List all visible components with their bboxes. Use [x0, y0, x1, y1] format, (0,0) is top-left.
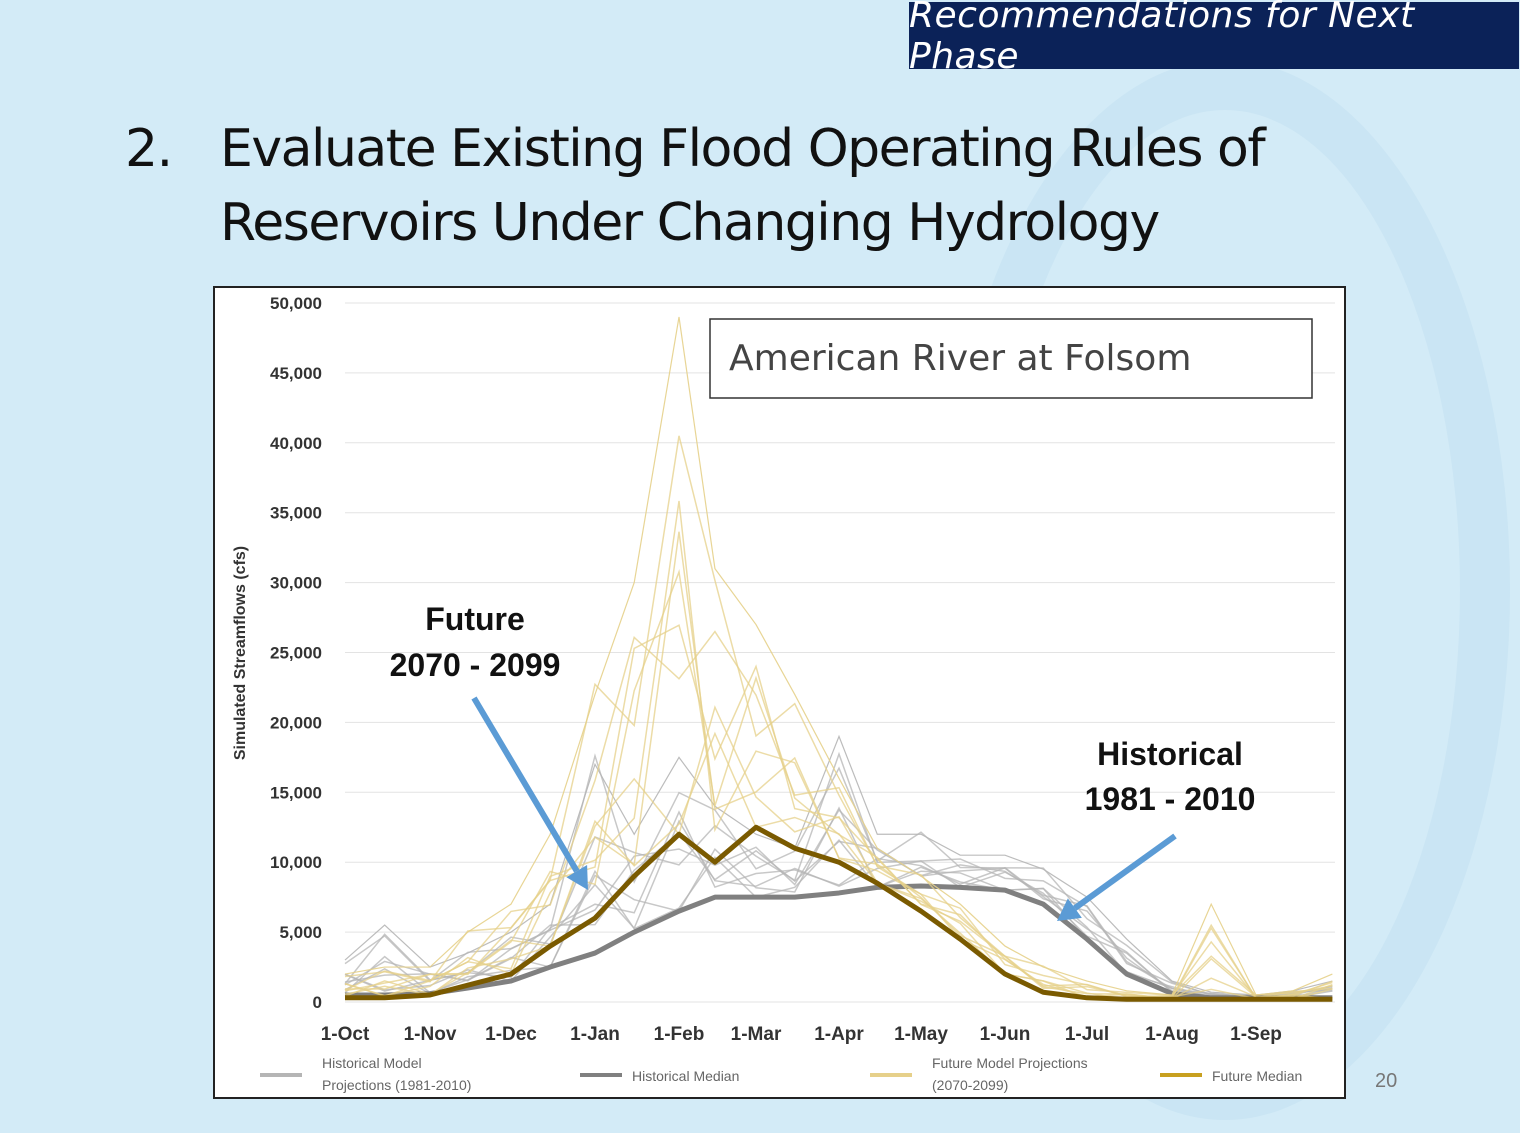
- x-tick-label: 1-Aug: [1145, 1024, 1199, 1045]
- y-tick-label: 30,000: [270, 574, 322, 593]
- x-tick-label: 1-Sep: [1230, 1024, 1282, 1045]
- y-tick-label: 10,000: [270, 853, 322, 872]
- y-tick-label: 0: [313, 993, 322, 1012]
- annotation-text: 1981 - 2010: [1085, 781, 1256, 817]
- legend-label-line2: Projections (1981-2010): [322, 1077, 471, 1093]
- chart-container: 0 5,000 10,000 15,000 20,000 25,000 30,000 35,0…: [213, 286, 1346, 1099]
- y-axis-label: Simulated Streamflows (cfs): [232, 546, 249, 760]
- x-tick-label: 1-Feb: [654, 1024, 705, 1045]
- annotation-arrow: [1073, 833, 1177, 911]
- annotation-text: Future: [425, 601, 525, 637]
- slide-title: 2. Evaluate Existing Flood Operating Rul…: [125, 112, 1370, 260]
- ensemble-line: [344, 731, 1333, 1000]
- streamflow-chart: 0 5,000 10,000 15,000 20,000 25,000 30,000 35,0…: [232, 294, 1335, 1093]
- y-tick-label: 15,000: [270, 783, 322, 802]
- ensemble-max-line: [344, 734, 1333, 996]
- chart-title-box: [709, 318, 1313, 399]
- annotation-text: 2070 - 2099: [390, 647, 561, 683]
- y-tick-label: 40,000: [270, 434, 322, 453]
- legend-label-line2: (2070-2099): [932, 1077, 1008, 1093]
- legend-label-line1: Future Model Projections: [932, 1055, 1088, 1071]
- x-tick-label: 1-Nov: [404, 1024, 457, 1045]
- y-tick-label: 25,000: [270, 644, 322, 663]
- x-tick-label: 1-Mar: [731, 1024, 782, 1045]
- arrow-head-icon: [566, 864, 588, 890]
- x-tick-label: 1-Jul: [1065, 1024, 1109, 1045]
- annotation-text: Historical: [1097, 736, 1243, 772]
- ensemble-line: [344, 435, 1333, 997]
- arrow-head-icon: [1057, 898, 1082, 921]
- title-number: 2.: [125, 119, 173, 179]
- section-banner: Recommendations for Next Phase: [909, 0, 1519, 77]
- legend-label-line1: Historical Model: [322, 1055, 422, 1071]
- y-tick-label: 45,000: [270, 364, 322, 383]
- annotation-arrow: [471, 696, 580, 873]
- y-tick-label: 35,000: [270, 504, 322, 523]
- ensemble-line: [344, 806, 1333, 999]
- ensemble-line: [344, 819, 1333, 999]
- page-number: 20: [1375, 1070, 1398, 1092]
- y-tick-label: 5,000: [279, 923, 322, 942]
- chart-title: American River at Folsom: [729, 338, 1191, 379]
- ensemble-line: [344, 751, 1333, 998]
- x-tick-label: 1-Dec: [485, 1024, 537, 1045]
- x-tick-label: 1-May: [894, 1024, 948, 1045]
- ensemble-line: [344, 808, 1333, 998]
- x-tick-label: 1-Apr: [814, 1024, 864, 1045]
- legend-label: Future Median: [1212, 1068, 1302, 1084]
- y-tick-label: 50,000: [270, 294, 322, 313]
- x-tick-label: 1-Jan: [570, 1024, 620, 1045]
- median-line: [345, 824, 1333, 1002]
- ensemble-max-line: [344, 316, 1333, 996]
- x-tick-label: 1-Jun: [980, 1024, 1031, 1045]
- y-tick-label: 20,000: [270, 713, 322, 732]
- title-text: Evaluate Existing Flood Operating Rules …: [220, 119, 1266, 253]
- legend-label: Historical Median: [632, 1068, 739, 1084]
- x-tick-label: 1-Oct: [321, 1024, 370, 1045]
